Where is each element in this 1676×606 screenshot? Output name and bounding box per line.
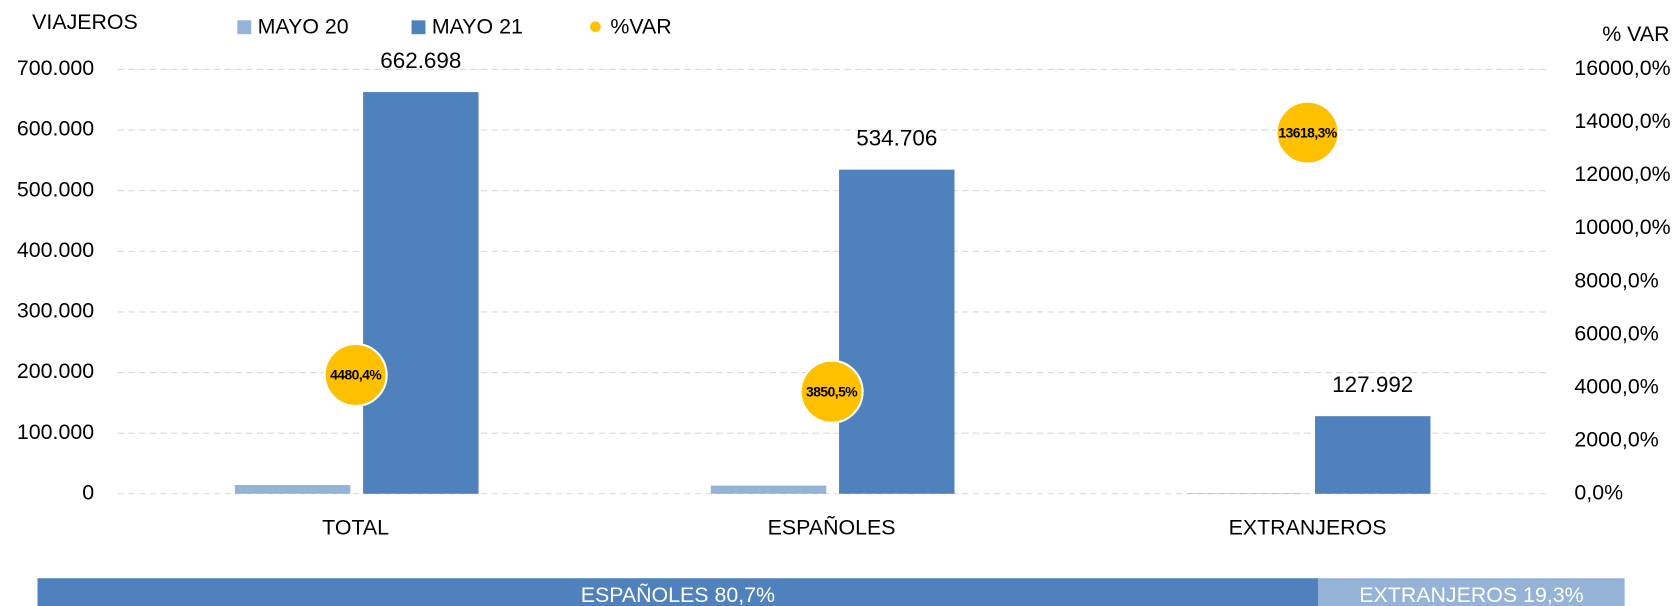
y2-tick-label: 0,0%	[1574, 480, 1623, 504]
bar	[839, 169, 955, 494]
data-label: 534.706	[856, 126, 937, 151]
bar	[1315, 416, 1431, 494]
bar	[1186, 493, 1303, 494]
y2-tick-label: 12000,0%	[1574, 162, 1670, 186]
y2-axis-label: % VAR	[1602, 22, 1669, 46]
y-tick-label: 600.000	[17, 117, 94, 141]
legend-swatch	[411, 20, 426, 35]
legend-label: %VAR	[610, 14, 671, 38]
y-tick-label: 500.000	[17, 177, 94, 201]
y2-tick-label: 8000,0%	[1574, 268, 1658, 292]
x-tick-label: EXTRANJEROS	[1229, 516, 1387, 540]
share-label: ESPAÑOLES 80,7%	[581, 582, 775, 606]
legend-swatch	[590, 21, 601, 33]
y2-tick-label: 4000,0%	[1574, 374, 1658, 398]
legend-swatch	[237, 20, 252, 35]
data-label: 127.992	[1332, 372, 1413, 397]
y-tick-label: 100.000	[17, 420, 94, 444]
share-segment	[1318, 578, 1625, 606]
y2-tick-label: 2000,0%	[1574, 427, 1658, 451]
y2-tick-label: 16000,0%	[1574, 56, 1670, 80]
var-label: 13618,3%	[1278, 124, 1336, 140]
var-label: 3850,5%	[806, 383, 857, 399]
share-label: EXTRANJEROS 19,3%	[1359, 583, 1583, 606]
y2-tick-label: 14000,0%	[1574, 109, 1670, 133]
x-tick-label: TOTAL	[322, 516, 389, 540]
y-tick-label: 200.000	[17, 359, 94, 383]
legend-label: MAYO 21	[432, 14, 523, 38]
y-axis-label: VIAJEROS	[32, 10, 138, 34]
y2-tick-label: 10000,0%	[1574, 215, 1670, 239]
var-point	[799, 359, 864, 424]
legend-label: MAYO 20	[258, 14, 349, 38]
x-tick-label: ESPAÑOLES	[768, 515, 896, 540]
share-segment	[37, 578, 1319, 606]
y-tick-label: 300.000	[17, 299, 94, 323]
data-label: 662.698	[380, 48, 461, 73]
bar	[234, 485, 351, 494]
y-tick-label: 0	[82, 480, 94, 504]
var-point	[1275, 100, 1340, 165]
y-tick-label: 700.000	[17, 56, 94, 80]
var-label: 4480,4%	[330, 367, 381, 383]
bar	[363, 92, 479, 494]
y2-tick-label: 6000,0%	[1574, 321, 1658, 345]
y-tick-label: 400.000	[17, 238, 94, 262]
var-point	[323, 342, 388, 408]
bar	[710, 485, 827, 494]
